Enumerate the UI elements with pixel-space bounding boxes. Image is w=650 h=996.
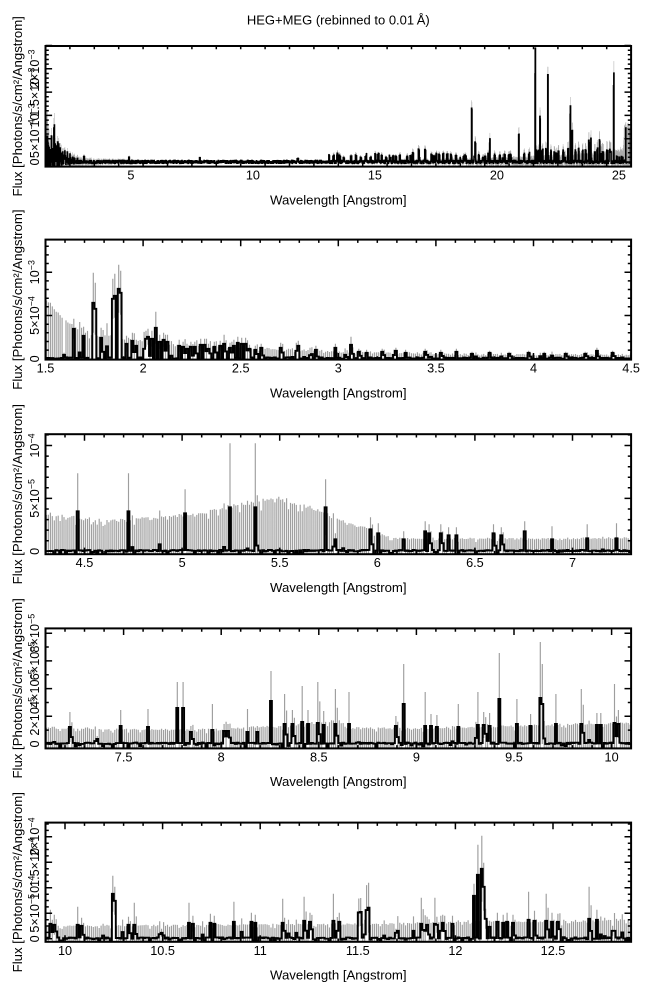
svg-text:Wavelength [Angstrom]: Wavelength [Angstrom] xyxy=(270,774,407,789)
svg-text:10: 10 xyxy=(246,169,260,183)
svg-text:4.5: 4.5 xyxy=(622,362,640,376)
svg-text:Wavelength [Angstrom]: Wavelength [Angstrom] xyxy=(270,192,407,207)
svg-text:Wavelength [Angstrom]: Wavelength [Angstrom] xyxy=(270,968,407,983)
svg-text:HEG+MEG (rebinned to 0.01 Å): HEG+MEG (rebinned to 0.01 Å) xyxy=(247,13,430,28)
svg-text:4: 4 xyxy=(530,362,537,376)
svg-text:8: 8 xyxy=(218,750,225,764)
svg-text:11: 11 xyxy=(254,944,267,958)
svg-text:5: 5 xyxy=(179,556,186,570)
svg-text:6.5: 6.5 xyxy=(466,556,484,570)
svg-text:2: 2 xyxy=(140,362,147,376)
svg-text:Flux [Photons/s/cm²/Angstrom]: Flux [Photons/s/cm²/Angstrom] xyxy=(10,16,25,196)
svg-text:11.5: 11.5 xyxy=(346,944,370,958)
svg-text:5: 5 xyxy=(127,169,134,183)
svg-text:Wavelength [Angstrom]: Wavelength [Angstrom] xyxy=(270,580,407,595)
svg-text:Flux [Photons/s/cm²/Angstrom]: Flux [Photons/s/cm²/Angstrom] xyxy=(10,209,25,389)
svg-text:2.5: 2.5 xyxy=(232,362,250,376)
svg-text:0: 0 xyxy=(28,935,42,942)
svg-text:0: 0 xyxy=(28,740,42,747)
svg-text:20: 20 xyxy=(490,169,504,183)
svg-text:1.5: 1.5 xyxy=(37,362,55,376)
svg-text:12: 12 xyxy=(448,944,462,958)
svg-text:10.5: 10.5 xyxy=(150,944,175,958)
svg-text:0: 0 xyxy=(28,355,42,362)
svg-text:7.5: 7.5 xyxy=(115,750,133,764)
svg-text:5.5: 5.5 xyxy=(271,556,289,570)
svg-text:Flux [Photons/s/cm²/Angstrom]: Flux [Photons/s/cm²/Angstrom] xyxy=(10,792,25,972)
svg-text:6: 6 xyxy=(374,556,381,570)
svg-text:Flux [Photons/s/cm²/Angstrom]: Flux [Photons/s/cm²/Angstrom] xyxy=(10,404,25,584)
svg-text:1.5×10−4: 1.5×10−4 xyxy=(26,838,41,887)
svg-text:7: 7 xyxy=(569,556,576,570)
svg-text:Flux [Photons/s/cm²/Angstrom]: Flux [Photons/s/cm²/Angstrom] xyxy=(10,598,25,778)
svg-text:0: 0 xyxy=(28,158,42,165)
svg-text:3.5: 3.5 xyxy=(427,362,445,376)
svg-text:12.5: 12.5 xyxy=(541,944,566,958)
svg-text:0: 0 xyxy=(28,548,42,555)
svg-text:15: 15 xyxy=(368,169,382,183)
svg-text:4.5: 4.5 xyxy=(76,556,94,570)
svg-text:1.5×10−3: 1.5×10−3 xyxy=(26,67,41,116)
svg-text:3: 3 xyxy=(335,362,342,376)
svg-text:10: 10 xyxy=(58,944,72,958)
svg-text:10: 10 xyxy=(605,750,619,764)
svg-text:25: 25 xyxy=(612,169,626,183)
svg-text:Wavelength [Angstrom]: Wavelength [Angstrom] xyxy=(270,385,407,400)
svg-text:8.5: 8.5 xyxy=(310,750,328,764)
svg-text:9: 9 xyxy=(413,750,420,764)
svg-text:9.5: 9.5 xyxy=(505,750,523,764)
